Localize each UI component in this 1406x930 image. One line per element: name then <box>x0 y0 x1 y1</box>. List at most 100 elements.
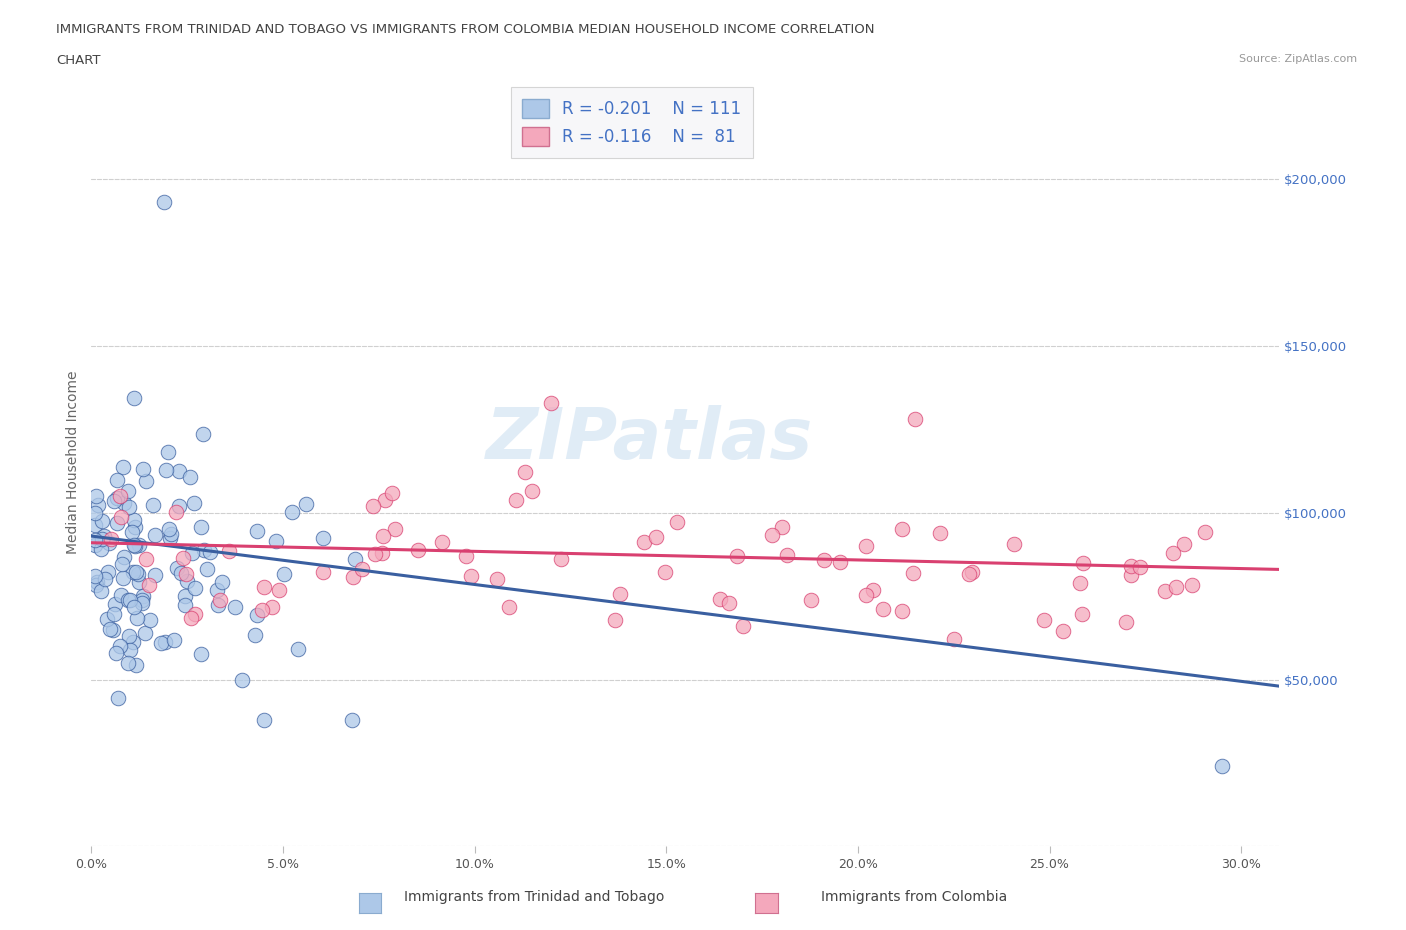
Point <box>772 520 794 535</box>
Point <box>143 567 166 582</box>
Point <box>103 607 125 622</box>
Point <box>1069 576 1091 591</box>
Point <box>224 600 246 615</box>
Point <box>231 673 253 688</box>
Point <box>128 575 150 590</box>
Point <box>159 526 181 541</box>
Point <box>609 586 631 601</box>
Point <box>269 582 291 597</box>
Point <box>142 498 165 512</box>
Point <box>117 656 139 671</box>
Point <box>110 509 132 524</box>
Point <box>1002 537 1025 551</box>
Point <box>103 494 125 509</box>
Point <box>1211 759 1233 774</box>
Point <box>260 600 283 615</box>
Point <box>153 195 176 210</box>
Point <box>1071 555 1094 570</box>
Point <box>408 543 430 558</box>
Point <box>725 549 748 564</box>
Point <box>904 412 927 427</box>
Point <box>94 572 117 587</box>
Text: IMMIGRANTS FROM TRINIDAD AND TOBAGO VS IMMIGRANTS FROM COLOMBIA MEDIAN HOUSEHOLD: IMMIGRANTS FROM TRINIDAD AND TOBAGO VS I… <box>56 23 875 36</box>
Point <box>156 445 179 459</box>
Point <box>114 550 136 565</box>
Point <box>117 592 139 607</box>
Point <box>813 552 835 567</box>
Point <box>513 465 536 480</box>
Point <box>139 612 162 627</box>
Point <box>295 497 318 512</box>
Point <box>198 544 221 559</box>
Point <box>381 485 404 500</box>
Point <box>273 566 295 581</box>
Point <box>180 610 202 625</box>
Point <box>776 547 799 562</box>
Point <box>159 531 181 546</box>
Point <box>312 565 335 579</box>
Point <box>218 544 240 559</box>
Point <box>830 554 852 569</box>
Point <box>125 658 148 672</box>
Point <box>138 578 160 592</box>
Point <box>155 462 177 477</box>
Point <box>1119 568 1142 583</box>
Point <box>98 621 121 636</box>
Point <box>207 598 229 613</box>
Point <box>205 582 228 597</box>
Point <box>942 632 965 647</box>
Point <box>211 575 233 590</box>
Point <box>373 529 395 544</box>
Point <box>84 578 107 592</box>
Point <box>709 591 731 606</box>
Point <box>100 532 122 547</box>
Text: Immigrants from Colombia: Immigrants from Colombia <box>821 890 1007 904</box>
Point <box>105 646 128 661</box>
Point <box>243 628 266 643</box>
Point <box>121 525 143 539</box>
Point <box>155 634 177 649</box>
Point <box>96 612 118 627</box>
Point <box>84 538 107 552</box>
Point <box>170 565 193 580</box>
Point <box>1154 584 1177 599</box>
Point <box>104 596 127 611</box>
Point <box>84 517 107 532</box>
Point <box>352 562 374 577</box>
Point <box>127 611 149 626</box>
Point <box>890 521 912 536</box>
Point <box>118 499 141 514</box>
Legend: R = -0.201    N = 111, R = -0.116    N =  81: R = -0.201 N = 111, R = -0.116 N = 81 <box>510 87 754 157</box>
Point <box>162 633 184 648</box>
Point <box>1032 612 1054 627</box>
Point <box>253 712 276 727</box>
Point <box>550 551 572 566</box>
Point <box>84 533 107 548</box>
Point <box>107 691 129 706</box>
Point <box>1173 536 1195 551</box>
Point <box>454 549 477 564</box>
Point <box>117 484 139 498</box>
Point <box>124 538 146 553</box>
Point <box>134 626 156 641</box>
Point <box>731 618 754 633</box>
Point <box>84 506 107 521</box>
Point <box>143 527 166 542</box>
Point <box>460 569 482 584</box>
Point <box>654 565 676 579</box>
Text: Source: ZipAtlas.com: Source: ZipAtlas.com <box>1239 54 1357 64</box>
Point <box>901 565 924 580</box>
Point <box>193 543 215 558</box>
Point <box>342 569 364 584</box>
Point <box>110 488 132 503</box>
Point <box>125 565 148 579</box>
Point <box>190 520 212 535</box>
Point <box>485 572 508 587</box>
Text: CHART: CHART <box>56 54 101 67</box>
Point <box>93 529 115 544</box>
Point <box>157 521 180 536</box>
Point <box>1115 615 1137 630</box>
Point <box>167 498 190 513</box>
Point <box>167 463 190 478</box>
Text: Immigrants from Trinidad and Tobago: Immigrants from Trinidad and Tobago <box>404 890 665 904</box>
